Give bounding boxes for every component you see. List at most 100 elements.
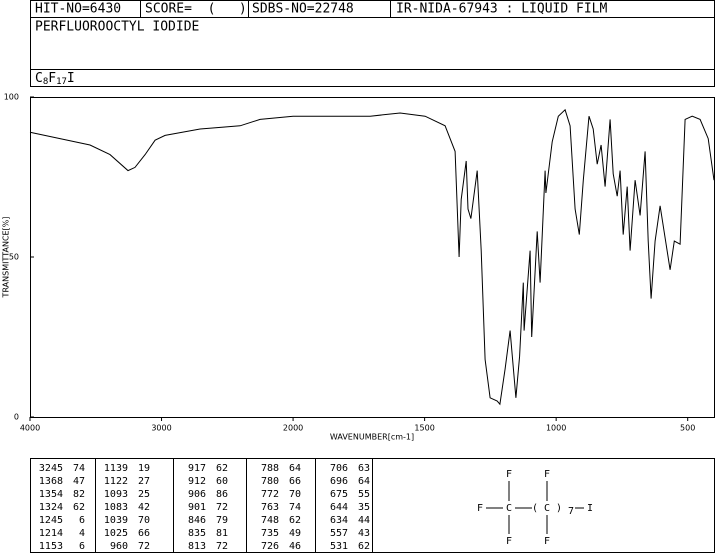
wavenumber: 906: [188, 489, 206, 500]
wavenumber: 813: [188, 541, 206, 552]
transmittance: 43: [358, 528, 370, 539]
y-tick-label: 50: [9, 253, 19, 262]
wavenumber: 960: [110, 541, 128, 552]
wavenumber: 531: [330, 541, 348, 552]
transmittance: 79: [216, 515, 228, 526]
transmittance: 74: [289, 502, 301, 513]
compound-name: PERFLUOROOCTYL IODIDE: [35, 20, 199, 35]
wavenumber: 772: [261, 489, 279, 500]
transmittance: 47: [73, 476, 85, 487]
wavenumber: 1139: [104, 463, 128, 474]
transmittance: 66: [289, 476, 301, 487]
atom: C: [506, 503, 512, 514]
transmittance: 72: [216, 541, 228, 552]
spectrum-line: [29, 108, 715, 406]
x-tick-label: 3000: [151, 424, 171, 433]
wavenumber: 726: [261, 541, 279, 552]
wavenumber: 1025: [104, 528, 128, 539]
x-tick-label: 2000: [283, 424, 303, 433]
wavenumber: 557: [330, 528, 348, 539]
transmittance: 63: [358, 463, 370, 474]
wavenumber: 1083: [104, 502, 128, 513]
formula-part: 17: [56, 77, 67, 87]
transmittance: 35: [358, 502, 370, 513]
wavenumber: 1093: [104, 489, 128, 500]
transmittance: 49: [289, 528, 301, 539]
x-tick-label: 4000: [20, 424, 40, 433]
wavenumber: 912: [188, 476, 206, 487]
wavenumber: 1153: [39, 541, 63, 552]
transmittance: 64: [358, 476, 370, 487]
peak-table: 3245 74 1368 47 1354 82 1324 62 1245 6 1214 4 1153 6 1…: [39, 458, 370, 553]
ir-info: IR-NIDA-67943 : LIQUID FILM: [396, 2, 607, 17]
formula-part: F: [48, 71, 56, 86]
transmittance: 62: [216, 463, 228, 474]
wavenumber: 917: [188, 463, 206, 474]
transmittance: 72: [138, 541, 150, 552]
hit-no: HIT-NO=6430: [35, 2, 121, 17]
transmittance: 6: [79, 515, 85, 526]
subscript: 7: [568, 506, 574, 517]
transmittance: 62: [289, 515, 301, 526]
wavenumber: 644: [330, 502, 348, 513]
wavenumber: 846: [188, 515, 206, 526]
atom: I: [587, 503, 593, 514]
y-tick-label: 0: [14, 413, 19, 422]
transmittance: 70: [289, 489, 301, 500]
atom: F: [544, 469, 550, 480]
transmittance: 25: [138, 489, 150, 500]
x-tick-label: 1000: [546, 424, 566, 433]
wavenumber: 706: [330, 463, 348, 474]
wavenumber: 1214: [39, 528, 63, 539]
transmittance: 55: [358, 489, 370, 500]
wavenumber: 1245: [39, 515, 63, 526]
transmittance: 19: [138, 463, 150, 474]
transmittance: 27: [138, 476, 150, 487]
wavenumber: 634: [330, 515, 348, 526]
transmittance: 72: [216, 502, 228, 513]
sdbs-no: SDBS-NO=22748: [252, 2, 354, 17]
wavenumber: 1122: [104, 476, 128, 487]
bonds: [486, 481, 584, 534]
formula: C8F17I: [35, 71, 75, 87]
wavenumber: 1324: [39, 502, 63, 513]
transmittance: 60: [216, 476, 228, 487]
formula-part: I: [67, 71, 75, 86]
formula-box: [30, 69, 715, 87]
wavenumber: 780: [261, 476, 279, 487]
x-tick-label: 500: [680, 424, 695, 433]
chart: 0 50 100 4000 3000 2000 1500 1000 500 WAVENUMBER[…: [2, 93, 715, 442]
transmittance: 81: [216, 528, 228, 539]
y-tick-label: 100: [4, 93, 19, 102]
transmittance: 66: [138, 528, 150, 539]
wavenumber: 835: [188, 528, 206, 539]
atom: F: [506, 469, 512, 480]
y-axis-label: TRANSMITTANCE[%]: [2, 217, 11, 299]
x-tick-label: 1500: [414, 424, 434, 433]
transmittance: 46: [289, 541, 301, 552]
transmittance: 6: [79, 541, 85, 552]
transmittance: 62: [73, 502, 85, 513]
atom: ( C ): [532, 503, 562, 514]
wavenumber: 735: [261, 528, 279, 539]
wavenumber: 1039: [104, 515, 128, 526]
transmittance: 64: [289, 463, 301, 474]
wavenumber: 3245: [39, 463, 63, 474]
atom: F: [506, 536, 512, 547]
wavenumber: 788: [261, 463, 279, 474]
wavenumber: 763: [261, 502, 279, 513]
transmittance: 62: [358, 541, 370, 552]
wavenumber: 1368: [39, 476, 63, 487]
wavenumber: 696: [330, 476, 348, 487]
transmittance: 42: [138, 502, 150, 513]
wavenumber: 1354: [39, 489, 63, 500]
formula-part: 8: [43, 77, 48, 87]
formula-part: C: [35, 71, 43, 86]
structure: F F F C ( C ) 7 I F F: [477, 469, 593, 547]
transmittance: 4: [79, 528, 85, 539]
transmittance: 44: [358, 515, 370, 526]
header-box: [30, 0, 715, 18]
wavenumber: 901: [188, 502, 206, 513]
transmittance: 82: [73, 489, 85, 500]
